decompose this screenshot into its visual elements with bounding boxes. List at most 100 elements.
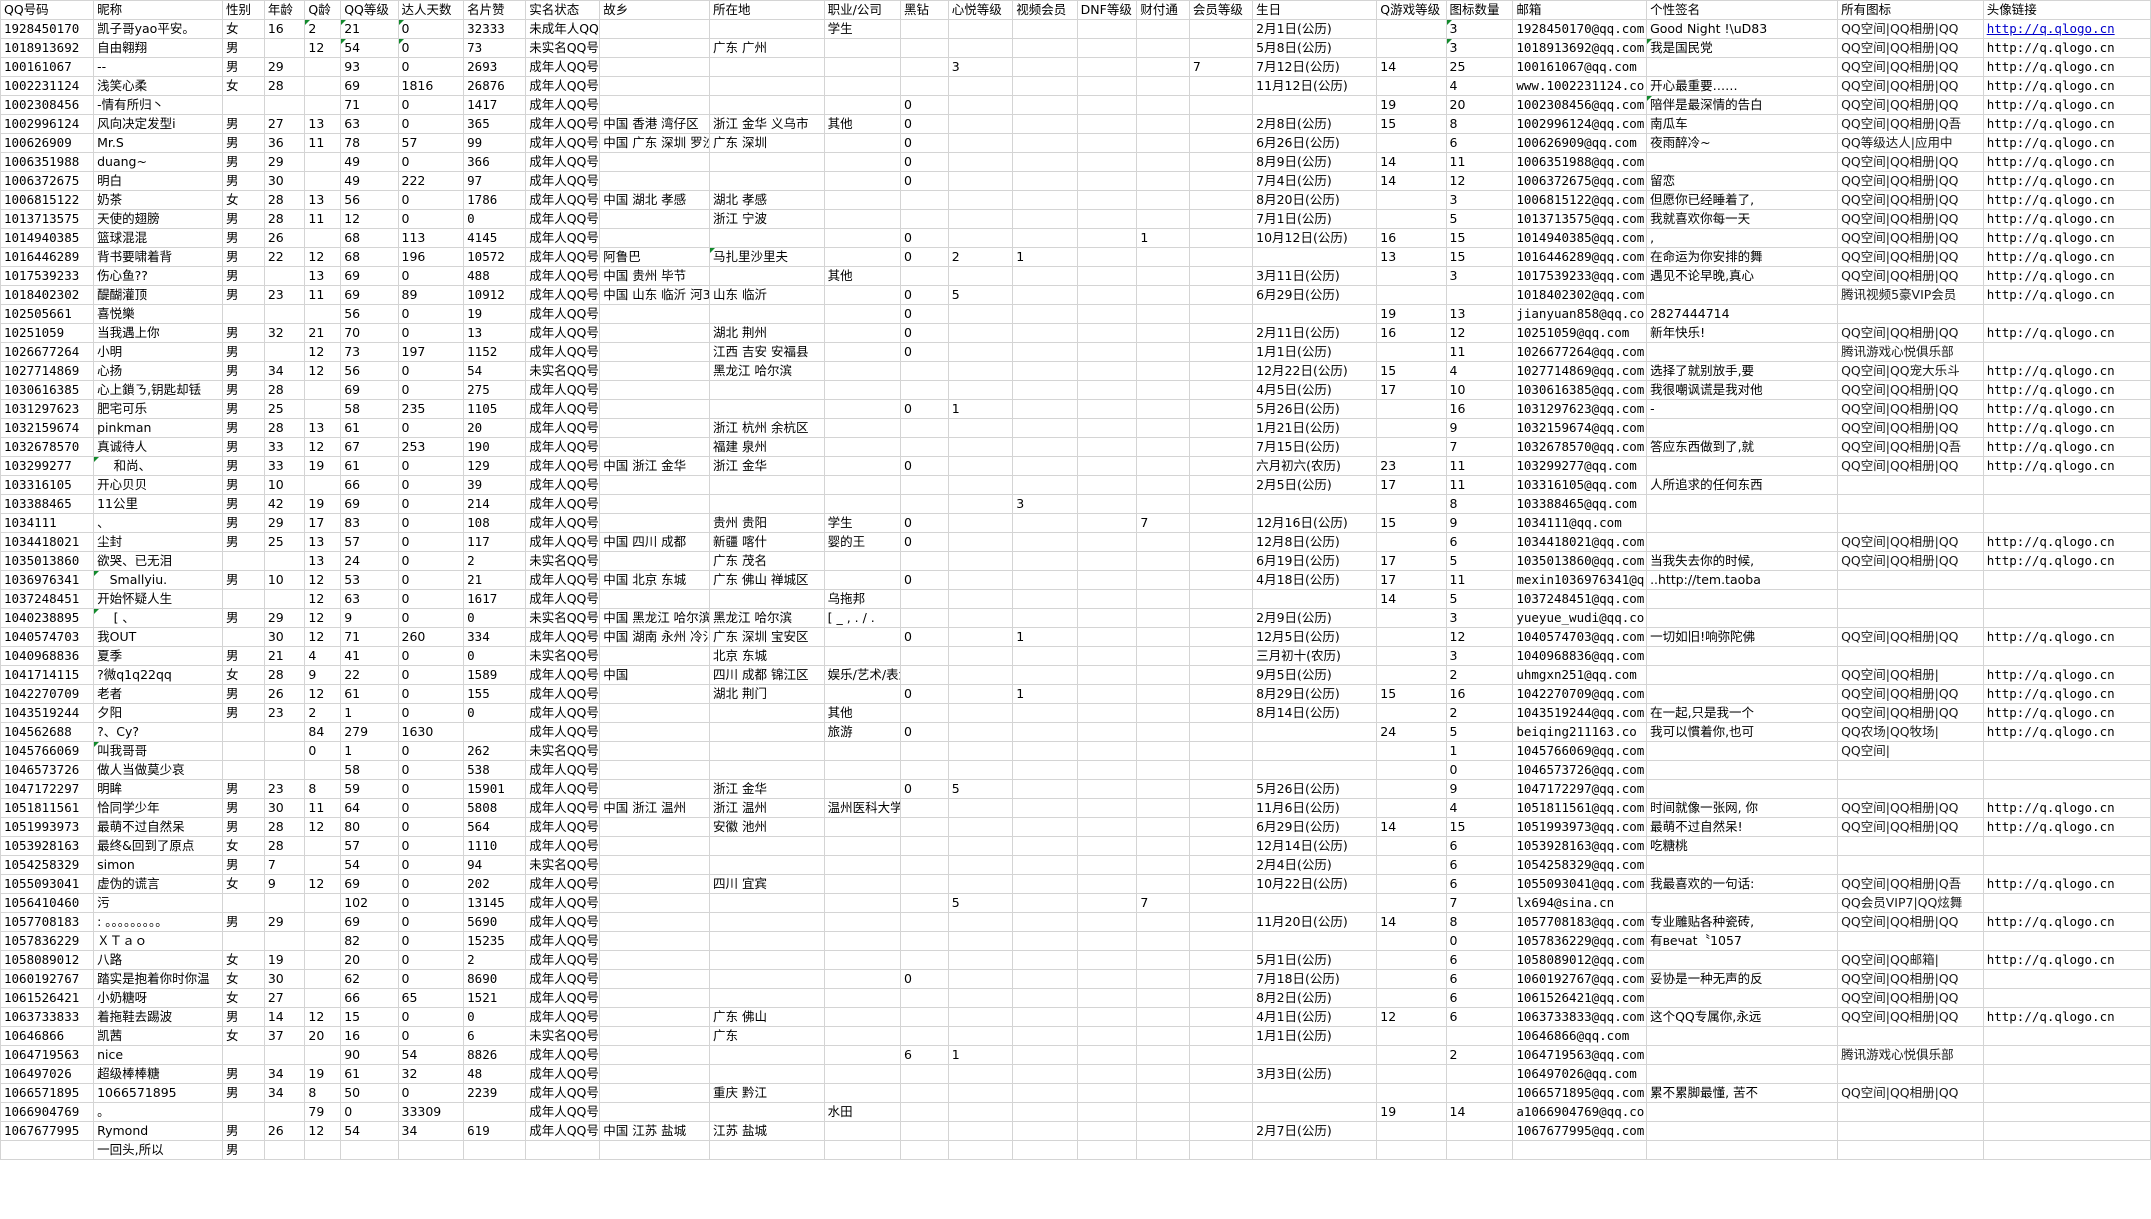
cell-email[interactable]: 1018913692@qq.com: [1512, 38, 1648, 58]
cell-qlevel[interactable]: 102: [340, 893, 399, 913]
cell-cardlike[interactable]: 1521: [463, 988, 527, 1008]
cell-qgame[interactable]: 13: [1376, 247, 1447, 267]
cell-dnf[interactable]: [1076, 418, 1138, 438]
cell-qlevel[interactable]: 279: [340, 722, 399, 742]
cell-avatar[interactable]: [1982, 342, 2151, 362]
table-row[interactable]: 1042270709 老者男 26 12 61 0 155 成年人QQ号 湖北 荆门 0 1 8月29…: [0, 684, 2151, 704]
cell-qage[interactable]: 4: [304, 646, 342, 666]
cell-darenday[interactable]: 0: [397, 551, 465, 571]
cell-darenday[interactable]: 0: [397, 570, 465, 590]
cell-qlevel[interactable]: 66: [340, 988, 399, 1008]
cell-qq[interactable]: 1051811561: [0, 798, 95, 818]
cell-caifutong[interactable]: [1136, 874, 1190, 894]
cell-iconcount[interactable]: 3: [1445, 608, 1514, 628]
cell-qgame[interactable]: 14: [1376, 152, 1447, 172]
cell-realname[interactable]: 成年人QQ号: [525, 456, 601, 476]
cell-qq[interactable]: 1040574703: [0, 627, 95, 647]
cell-sex[interactable]: 男: [222, 418, 265, 438]
cell-qlevel[interactable]: 56: [340, 304, 399, 324]
cell-age[interactable]: [263, 741, 306, 761]
cell-qgame[interactable]: 17: [1376, 570, 1447, 590]
cell-caifutong[interactable]: [1136, 950, 1190, 970]
cell-age[interactable]: 25: [263, 399, 306, 419]
cell-darenday[interactable]: 32: [397, 1064, 465, 1084]
cell-age[interactable]: 19: [263, 950, 306, 970]
cell-darenday[interactable]: 0: [397, 741, 465, 761]
cell-email[interactable]: www.1002231124.co: [1512, 76, 1648, 96]
cell-cardlike[interactable]: 48: [463, 1064, 527, 1084]
cell-birthday[interactable]: [1252, 1045, 1378, 1065]
cell-location[interactable]: [709, 171, 825, 191]
cell-heizuan[interactable]: [900, 931, 949, 951]
cell-job[interactable]: [823, 380, 902, 400]
cell-age[interactable]: 26: [263, 684, 306, 704]
cell-sex[interactable]: [222, 589, 265, 609]
cell-location[interactable]: 湖北 孝感: [709, 190, 825, 210]
cell-qq[interactable]: 1037248451: [0, 589, 95, 609]
cell-viplevel[interactable]: [1188, 779, 1254, 799]
table-row[interactable]: 1057836229 ＸＴａｏ 82 0 15235 成年人QQ号 0 1057836229@…: [0, 931, 2151, 951]
cell-qlevel[interactable]: 62: [340, 969, 399, 989]
cell-qage[interactable]: 13: [304, 190, 342, 210]
cell-location[interactable]: [709, 399, 825, 419]
cell-videovip[interactable]: [1012, 380, 1078, 400]
cell-birthday[interactable]: [1252, 893, 1378, 913]
cell-heizuan[interactable]: 6: [900, 1045, 949, 1065]
cell-xinyue[interactable]: [947, 703, 1014, 723]
cell-avatar[interactable]: [1982, 931, 2151, 951]
column-header-videovip[interactable]: 视频会员: [1012, 0, 1078, 20]
column-header-qlevel[interactable]: QQ等级: [340, 0, 399, 20]
cell-darenday[interactable]: 0: [397, 760, 465, 780]
cell-job[interactable]: [823, 361, 902, 381]
cell-age[interactable]: 29: [263, 513, 306, 533]
cell-location[interactable]: 广东 佛山 禅城区: [709, 570, 825, 590]
cell-qlevel[interactable]: 16: [340, 1026, 399, 1046]
table-row[interactable]: 100161067 -- 男 29 93 0 2693 成年人QQ号 3 7 7月12日(公历) 14…: [0, 57, 2151, 77]
cell-cardlike[interactable]: 108: [463, 513, 527, 533]
cell-dnf[interactable]: [1076, 1140, 1138, 1160]
cell-realname[interactable]: 成年人QQ号: [525, 684, 601, 704]
cell-nick[interactable]: Smallyiu.: [93, 570, 224, 590]
table-row[interactable]: 1037248451 开始怀疑人生 12 63 0 1617 成年人QQ号 乌拖邦 14 5 103…: [0, 589, 2151, 609]
cell-qlevel[interactable]: 61: [340, 1064, 399, 1084]
cell-realname[interactable]: 成年人QQ号: [525, 665, 601, 685]
cell-signature[interactable]: [1646, 893, 1839, 913]
cell-cardlike[interactable]: 5690: [463, 912, 527, 932]
cell-xinyue[interactable]: [947, 627, 1014, 647]
cell-qlevel[interactable]: 69: [340, 380, 399, 400]
cell-qq[interactable]: 1002308456: [0, 95, 95, 115]
cell-heizuan[interactable]: 0: [900, 133, 949, 153]
cell-location[interactable]: 马扎里沙里夫: [709, 247, 825, 267]
cell-heizuan[interactable]: 0: [900, 114, 949, 134]
cell-dnf[interactable]: [1076, 475, 1138, 495]
cell-avatar[interactable]: [1982, 741, 2151, 761]
cell-caifutong[interactable]: [1136, 969, 1190, 989]
cell-sex[interactable]: 男: [222, 475, 265, 495]
column-header-caifutong[interactable]: 财付通: [1136, 0, 1190, 20]
cell-sex[interactable]: 男: [222, 703, 265, 723]
cell-nick[interactable]: Rymond: [93, 1121, 224, 1141]
cell-allicons[interactable]: QQ空间|QQ相册|QQ: [1837, 969, 1984, 989]
cell-signature[interactable]: [1646, 532, 1839, 552]
cell-job[interactable]: [823, 627, 902, 647]
cell-nick[interactable]: 真诚待人: [93, 437, 224, 457]
cell-email[interactable]: 10251059@qq.com: [1512, 323, 1648, 343]
table-row[interactable]: 1034418021 尘封男 25 13 57 0 117 成年人QQ号 中国 四川 成都 新疆 …: [0, 532, 2151, 552]
cell-signature[interactable]: 遇见不论早晚,真心: [1646, 266, 1839, 286]
cell-signature[interactable]: [1646, 513, 1839, 533]
cell-qq[interactable]: 1006351988: [0, 152, 95, 172]
cell-dnf[interactable]: [1076, 608, 1138, 628]
cell-realname[interactable]: 成年人QQ号: [525, 988, 601, 1008]
cell-videovip[interactable]: [1012, 342, 1078, 362]
cell-sex[interactable]: [222, 931, 265, 951]
table-row[interactable]: 1055093041 虚伪的谎言女 9 12 69 0 202 成年人QQ号 四川 宜宾 10月2…: [0, 874, 2151, 894]
cell-birthday[interactable]: 8月14日(公历): [1252, 703, 1378, 723]
cell-darenday[interactable]: [397, 1140, 465, 1160]
cell-job[interactable]: [823, 1026, 902, 1046]
cell-nick[interactable]: 踏实是抱着你时你温: [93, 969, 224, 989]
cell-videovip[interactable]: [1012, 323, 1078, 343]
cell-cardlike[interactable]: 0: [463, 1007, 527, 1027]
cell-qage[interactable]: 13: [304, 551, 342, 571]
cell-realname[interactable]: 成年人QQ号: [525, 1121, 601, 1141]
cell-cardlike[interactable]: 10572: [463, 247, 527, 267]
